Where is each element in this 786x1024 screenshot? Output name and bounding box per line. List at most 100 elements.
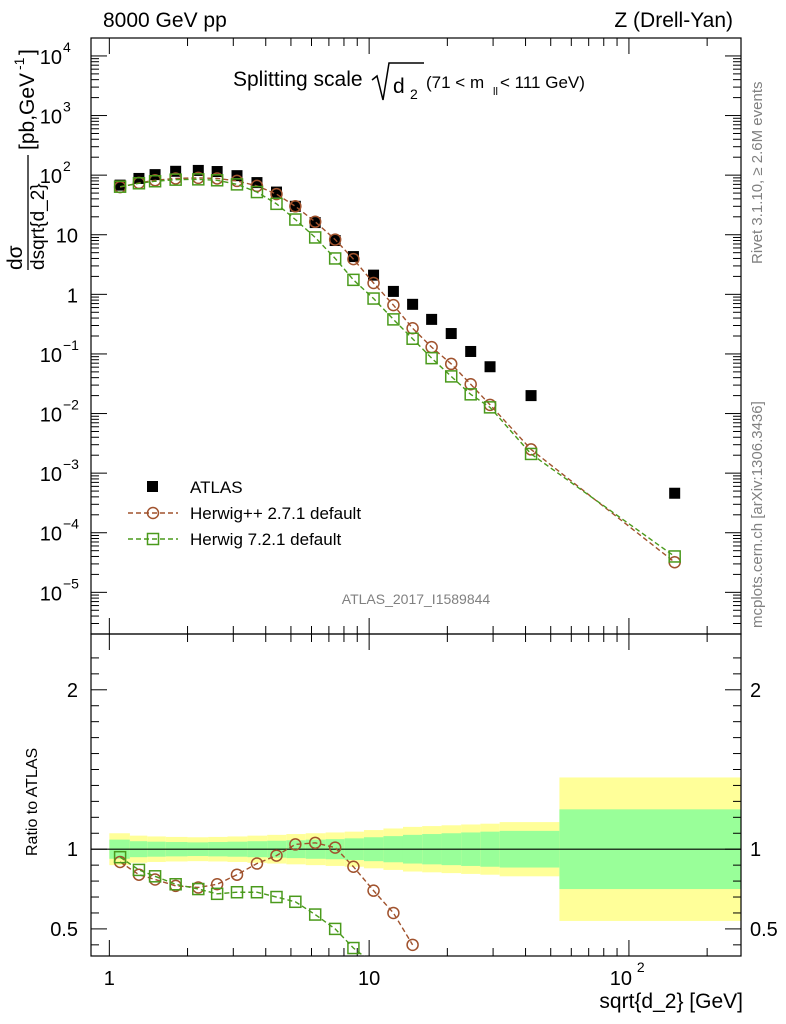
ratio-herwigpp-point xyxy=(328,841,342,854)
ratio-herwig7-point xyxy=(132,863,146,877)
y-tick-label: 10 xyxy=(40,524,62,546)
ratio-tick-label-left: 2 xyxy=(67,680,78,702)
series-line-1 xyxy=(119,177,676,563)
atlas-data-point xyxy=(426,313,438,325)
ratio-line-1 xyxy=(119,856,365,956)
herwig7-data-point xyxy=(524,447,538,461)
herwig7-data-point xyxy=(328,252,342,265)
x-tick-label: 10 xyxy=(610,968,632,990)
sqrt-symbol xyxy=(371,62,424,101)
ratio-herwig7-point xyxy=(169,878,182,891)
herwig7-data-point xyxy=(444,370,458,383)
y-axis-label: dσ dsqrt{d_2} [pb,GeV -1 ] xyxy=(4,49,49,270)
ratio-herwig7-point xyxy=(192,882,205,896)
herwig7-data-point xyxy=(250,185,264,199)
legend-label-herwig7: Herwig 7.2.1 default xyxy=(190,530,341,549)
y-tick-label: 10 xyxy=(40,464,62,486)
atlas-data-point xyxy=(271,186,283,198)
herwigpp-data-point xyxy=(308,215,322,229)
main-panel-frame xyxy=(90,37,742,635)
x-tick-label-exponent: 2 xyxy=(637,959,645,975)
ratio-tick-label-left: 0.5 xyxy=(50,919,78,941)
title-range-b: < 111 GeV) xyxy=(500,73,585,92)
ratio-herwig7-point xyxy=(230,885,244,899)
legend-marker-atlas xyxy=(147,481,158,492)
x-tick-label: 1 xyxy=(104,968,115,990)
ratio-herwigpp-point xyxy=(387,906,400,920)
ratio-herwigpp-point xyxy=(308,836,322,850)
rivet-version-note: Rivet 3.1.10, ≥ 2.6M events xyxy=(749,82,766,265)
ratio-herwig7-point xyxy=(113,850,127,864)
atlas-data-point xyxy=(484,361,496,373)
atlas-data-point xyxy=(192,164,204,176)
herwigpp-data-point xyxy=(328,233,342,246)
ratio-herwigpp-point xyxy=(148,873,162,886)
y-tick-label: 1 xyxy=(67,285,78,307)
herwig7-data-point xyxy=(347,273,360,287)
mcplots-note: mcplots.cern.ch [arXiv:1306.3436] xyxy=(749,401,766,628)
ratio-herwig7-point xyxy=(270,890,283,904)
ratio-herwig7-point xyxy=(250,885,264,899)
herwig7-data-point xyxy=(230,178,244,191)
ratio-tick-label-right: 1 xyxy=(750,839,761,861)
herwig7-data-point xyxy=(668,550,681,563)
atlas-data-point xyxy=(445,328,457,340)
herwig7-data-point xyxy=(289,213,302,226)
ratio-herwig7-point xyxy=(347,941,360,955)
atlas-data-point xyxy=(387,285,399,297)
y-tick-label: 10 xyxy=(40,107,62,129)
y-tick-label-exponent: −1 xyxy=(63,337,79,353)
herwigpp-data-point xyxy=(444,357,458,371)
herwig7-data-point xyxy=(192,173,205,186)
series-line-2 xyxy=(119,178,676,558)
herwigpp-data-point xyxy=(347,252,360,266)
ratio-herwig7-point xyxy=(289,895,302,909)
y-tick-label-exponent: −2 xyxy=(63,397,79,413)
y-tick-label: 10 xyxy=(40,47,62,69)
header-right: Z (Drell-Yan) xyxy=(614,9,733,32)
herwig7-data-point xyxy=(148,174,162,188)
ratio-herwigpp-point xyxy=(406,938,419,952)
ratio-herwig7-point xyxy=(210,887,224,901)
y-tick-label-exponent: −4 xyxy=(63,516,79,532)
legend-label-herwigpp: Herwig++ 2.7.1 default xyxy=(190,504,361,523)
y-axis-label-unit: [pb,GeV xyxy=(16,73,39,150)
y-tick-label: 10 xyxy=(40,166,62,188)
title-range-sub: ll xyxy=(493,86,498,98)
herwigpp-data-point xyxy=(406,321,419,335)
atlas-data-point xyxy=(347,251,359,263)
ratio-series-layer xyxy=(113,836,419,956)
herwigpp-data-point xyxy=(270,187,283,201)
ratio-herwigpp-point xyxy=(367,884,380,897)
herwig7-data-point xyxy=(210,174,224,187)
header-left: 8000 GeV pp xyxy=(103,9,227,32)
x-tick-label: 10 xyxy=(358,968,380,990)
title-symbol: d xyxy=(393,75,405,98)
chart-title: Splitting scale d 2 (71 < m ll < 111 GeV… xyxy=(233,62,585,102)
analysis-id: ATLAS_2017_I1589844 xyxy=(342,591,491,607)
y-tick-label-exponent: 4 xyxy=(63,39,71,55)
legend-marker-herwig7 xyxy=(146,532,160,546)
ratio-tick-label-right: 0.5 xyxy=(750,919,778,941)
herwig7-data-point xyxy=(406,332,419,345)
atlas-data-point xyxy=(170,165,182,177)
ratio-uncertainty-bands xyxy=(91,777,741,921)
legend: ATLAS Herwig++ 2.7.1 default Herwig 7.2.… xyxy=(128,478,361,549)
atlas-data-point xyxy=(407,298,419,310)
main-series-layer xyxy=(113,164,681,569)
herwigpp-data-point xyxy=(367,276,380,290)
title-main: Splitting scale xyxy=(233,68,363,91)
ratio-herwigpp-point xyxy=(270,849,283,862)
ratio-herwigpp-point xyxy=(230,868,244,881)
y-tick-label: 10 xyxy=(40,345,62,367)
y-axis-label-den: dsqrt{d_2} xyxy=(28,183,49,270)
herwigpp-data-point xyxy=(289,200,302,213)
atlas-data-point xyxy=(309,217,321,229)
herwig7-data-point xyxy=(113,180,127,193)
y-tick-label: 10 xyxy=(40,583,62,605)
herwig7-data-point xyxy=(169,173,182,186)
ratio-herwigpp-point xyxy=(347,860,360,873)
y-tick-label: 10 xyxy=(56,226,78,248)
herwig7-data-point xyxy=(367,292,380,305)
